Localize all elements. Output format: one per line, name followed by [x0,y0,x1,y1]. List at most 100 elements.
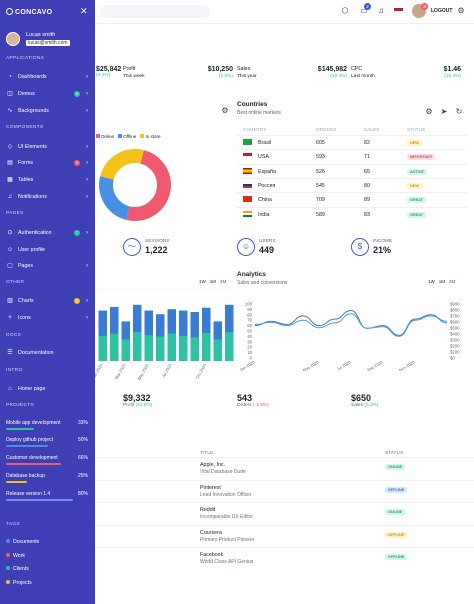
country-name: Россия [258,182,276,189]
bell-icon[interactable]: ♫ [378,6,384,15]
status-badge: NEW [407,182,422,189]
status-badge: ACTIVE [407,168,427,175]
bar-series2 [202,332,211,361]
bar-series2 [179,335,188,361]
section-intro: INTRO [6,368,23,373]
company-name: Facebook [200,552,224,558]
status-badge: OFFLINE [385,531,408,538]
stat-sub: This year [237,74,257,79]
sidebar-item-icons[interactable]: ✧ Icons › [6,313,90,323]
sidebar-item-home-page[interactable]: ⌂ Home page [6,384,90,394]
table-row[interactable]: India 589 83 GREAT [237,206,467,221]
flag-icon [243,181,252,188]
line-x-tick: Sep 2020 [366,359,384,372]
tag-item[interactable]: Clients [6,566,29,572]
sales-value: 71 [364,154,370,161]
line-x-tick: Jul 2020 [336,359,352,371]
analytics-title: Analytics [237,271,266,278]
job-title: Lead Innovation Officer [200,491,252,498]
table-row[interactable]: China 709 89 GREAT [237,192,467,206]
activity-icon: 〜 [123,238,141,256]
sidebar-item-charts[interactable]: ▥ Charts 2 › [6,296,90,306]
avatar[interactable] [6,32,20,46]
us-flag-icon[interactable] [394,8,403,14]
flag-icon [243,210,252,217]
sidebar-item-demos[interactable]: ◫ Demos 5 › [6,89,90,99]
stat-sub: This week [123,74,145,79]
footer-value: 543 [237,393,253,403]
project-item[interactable]: Database backup 25% [6,473,90,483]
project-name: Mobile app development [6,420,61,426]
tag-name: Documents [13,539,40,545]
sidebar-item-tables[interactable]: ▦ Tables › [6,175,90,185]
tag-item[interactable]: Documents [6,539,39,545]
project-item[interactable]: Mobile app development 33% [6,420,90,430]
footer-change: (5.2%) [364,403,379,408]
sidebar-item-ui-elements[interactable]: ◇ UI Elements › [6,142,90,152]
project-name: Customer development [6,455,58,461]
tab-1w[interactable]: 1W [428,279,435,284]
table-row[interactable]: Facebook World Class API Genius OFFLINE [95,547,474,571]
chevron-right-icon: › [86,91,88,97]
settings-icon[interactable]: ⚙ [425,107,433,116]
sidebar-item-forms[interactable]: ▤ Forms 5 › [6,158,90,168]
kpi-value: 449 [259,245,275,255]
tag-item[interactable]: Projects [6,580,32,586]
chevron-right-icon: › [86,177,88,183]
close-icon[interactable]: ✕ [80,6,88,16]
sidebar-item-authentication[interactable]: ⊙ Authentication 7 › [6,228,90,238]
bar-series2 [110,333,119,361]
country-name: España [258,168,276,175]
table-row[interactable]: Coursera Primary Product Pioneer OFFLINE [95,524,474,549]
sidebar-item-label: Backgrounds [18,108,49,114]
cube-icon[interactable]: ⬡ [341,6,349,15]
kpi-label: SESSIONS [145,239,170,244]
brand[interactable]: CONCAVO [6,8,52,16]
project-progress-bar [6,499,74,501]
bar-series2 [213,339,222,361]
line-y-tick: 50 [247,329,252,334]
sidebar-item-dashboards[interactable]: ◔ Dashboards › [6,72,90,82]
stat-value: $25,842 [96,66,122,73]
sidebar-item-user-profile[interactable]: ☺ User profile [6,245,90,255]
tab-1m[interactable]: 1M [438,279,446,284]
settings-icon[interactable]: ⚙ [221,106,229,115]
sidebar-item-documentation[interactable]: ☰ Documentation [6,348,90,358]
chat-icon[interactable]: ▭ [360,6,368,15]
legend-offline: Offline [123,134,137,139]
refresh-icon[interactable]: ↻ [455,107,463,116]
send-icon[interactable]: ➤ [440,107,448,116]
tab-3m[interactable]: 3M [220,279,227,284]
sidebar-item-notifications[interactable]: ♫ Notifications › [6,192,90,202]
pages-icon: ▢ [7,263,13,269]
table-row[interactable]: Россия 545 80 NEW [237,177,467,192]
search-input[interactable] [100,5,210,18]
logout-link[interactable]: LOGOUT [431,8,453,14]
table-row[interactable]: Brasil 605 82 NEW [237,135,467,149]
tab-1w[interactable]: 1W [199,279,206,284]
notification-badge: 3 [421,3,428,10]
sidebar-item-backgrounds[interactable]: ∿ Backgrounds › [6,106,90,116]
table-row[interactable]: Apple, Inc. Vital Database Dude ONLINE [95,457,474,481]
tables-icon: ▦ [7,177,13,183]
job-title: Incomparable UX Editor [200,514,254,520]
table-row[interactable]: USA 593 71 IMPORTANT [237,149,467,163]
tab-3m[interactable]: 3M [449,279,456,284]
tag-item[interactable]: Work [6,553,25,559]
gear-icon[interactable]: ⚙ [457,6,465,15]
line-y2-tick: $600 [450,320,460,325]
sidebar-item-pages[interactable]: ▢ Pages › [6,261,90,271]
bar-series2 [98,335,107,361]
tab-1m[interactable]: 1M [209,279,217,284]
project-item[interactable]: Customer development 66% [6,455,90,465]
table-row[interactable]: Reddit Incomparable UX Editor ONLINE [95,502,474,526]
sidebar-item-label: Tables [18,177,34,183]
chevron-right-icon: › [86,74,88,80]
table-row[interactable]: Pinterest Lead Innovation Officer OFFLINE [95,479,474,504]
table-row[interactable]: España 526 65 ACTIVE [237,163,467,178]
project-item[interactable]: Deploy github project 50% [6,437,90,447]
stat-label: Profit [123,66,136,72]
project-item[interactable]: Release version 1.4 80% [6,491,90,501]
sidebar-item-label: Demos [18,91,35,97]
kpi-label: INCOME [373,239,393,244]
